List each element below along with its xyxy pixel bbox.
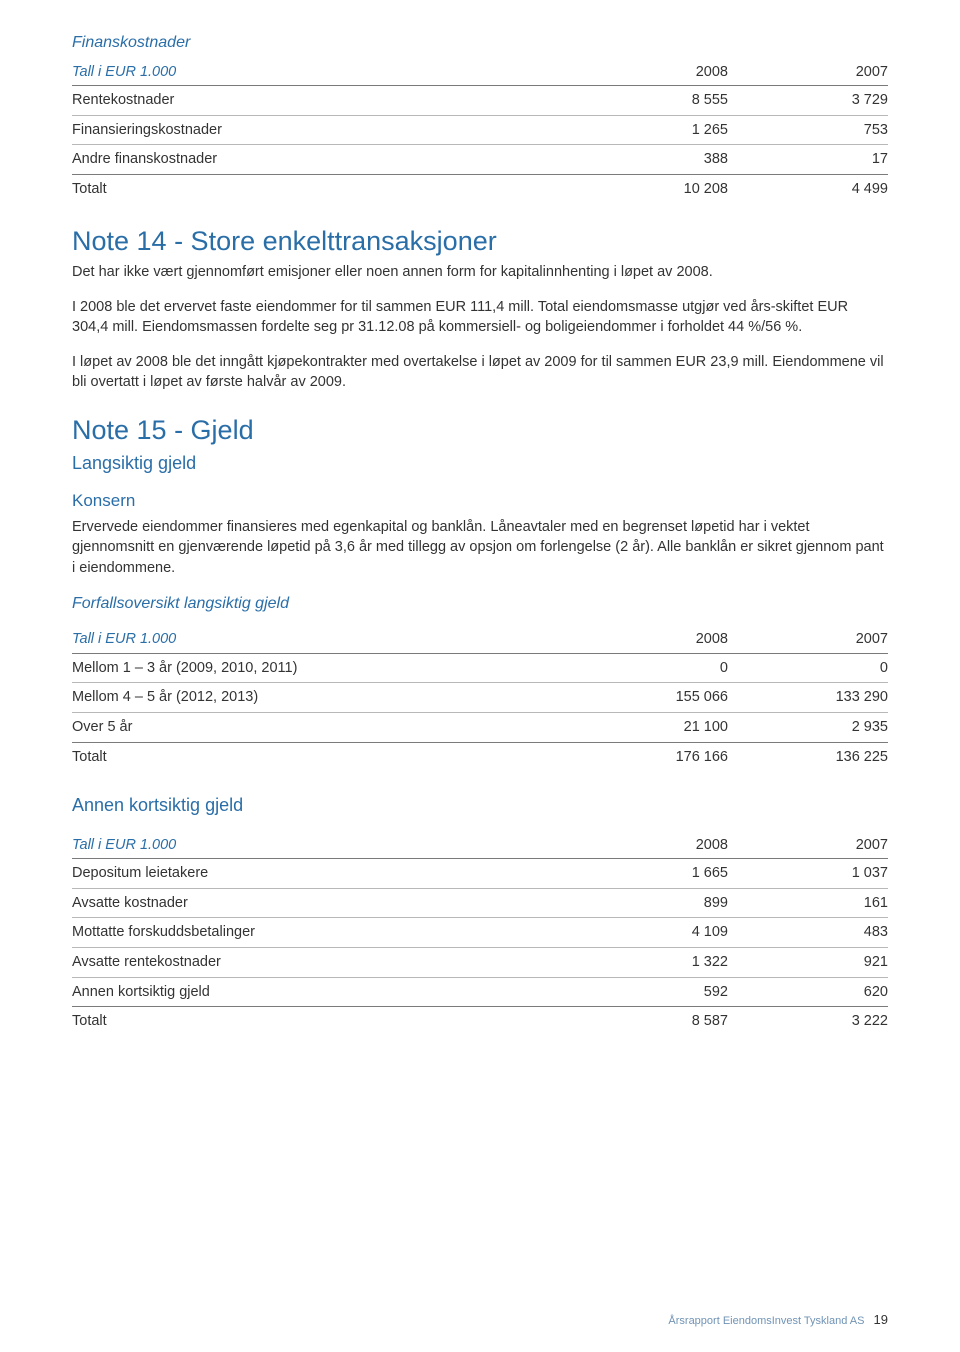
header-year2: 2007 <box>728 831 888 859</box>
table-total: Totalt 10 208 4 499 <box>72 175 888 204</box>
header-label: Tall i EUR 1.000 <box>72 625 568 653</box>
note14-para1: Det har ikke vært gjennomført emisjoner … <box>72 262 888 283</box>
row-v2: 753 <box>728 115 888 145</box>
table-row: Avsatte rentekostnader 1 322 921 <box>72 948 888 978</box>
row-label: Depositum leietakere <box>72 859 568 889</box>
total-v2: 3 222 <box>728 1007 888 1036</box>
table-row: Andre finanskostnader 388 17 <box>72 145 888 175</box>
row-v1: 592 <box>568 977 728 1007</box>
row-v1: 4 109 <box>568 918 728 948</box>
table-row: Annen kortsiktig gjeld 592 620 <box>72 977 888 1007</box>
row-label: Over 5 år <box>72 713 568 743</box>
row-v2: 0 <box>728 653 888 683</box>
table-row: Avsatte kostnader 899 161 <box>72 888 888 918</box>
row-v1: 388 <box>568 145 728 175</box>
forfall-title: Forfallsoversikt langsiktig gjeld <box>72 593 888 616</box>
note14-para3: I løpet av 2008 ble det inngått kjøpekon… <box>72 352 888 393</box>
header-year1: 2008 <box>568 58 728 86</box>
table-total: Totalt 8 587 3 222 <box>72 1007 888 1036</box>
row-label: Avsatte kostnader <box>72 888 568 918</box>
header-year1: 2008 <box>568 625 728 653</box>
table-row: Depositum leietakere 1 665 1 037 <box>72 859 888 889</box>
table-row: Over 5 år 21 100 2 935 <box>72 713 888 743</box>
total-label: Totalt <box>72 175 568 204</box>
total-v1: 176 166 <box>568 742 728 771</box>
row-v1: 899 <box>568 888 728 918</box>
note15-subtitle: Langsiktig gjeld <box>72 451 888 477</box>
footer-text: Årsrapport EiendomsInvest Tyskland AS <box>668 1315 864 1327</box>
total-label: Totalt <box>72 742 568 771</box>
total-v2: 136 225 <box>728 742 888 771</box>
total-v1: 8 587 <box>568 1007 728 1036</box>
header-label: Tall i EUR 1.000 <box>72 831 568 859</box>
row-label: Rentekostnader <box>72 86 568 116</box>
row-v1: 1 322 <box>568 948 728 978</box>
row-label: Mellom 4 – 5 år (2012, 2013) <box>72 683 568 713</box>
table-row: Mottatte forskuddsbetalinger 4 109 483 <box>72 918 888 948</box>
note15-title: Note 15 - Gjeld <box>72 411 888 449</box>
row-v2: 620 <box>728 977 888 1007</box>
finanskostnader-table: Tall i EUR 1.000 2008 2007 Rentekostnade… <box>72 58 888 204</box>
row-v1: 8 555 <box>568 86 728 116</box>
row-label: Mottatte forskuddsbetalinger <box>72 918 568 948</box>
row-v2: 17 <box>728 145 888 175</box>
row-v2: 161 <box>728 888 888 918</box>
row-v2: 483 <box>728 918 888 948</box>
row-v2: 921 <box>728 948 888 978</box>
row-v1: 155 066 <box>568 683 728 713</box>
row-label: Annen kortsiktig gjeld <box>72 977 568 1007</box>
table-header: Tall i EUR 1.000 2008 2007 <box>72 625 888 653</box>
row-v1: 1 265 <box>568 115 728 145</box>
row-v2: 3 729 <box>728 86 888 116</box>
header-year1: 2008 <box>568 831 728 859</box>
finanskostnader-title: Finanskostnader <box>72 32 888 55</box>
note15-para: Ervervede eiendommer finansieres med ege… <box>72 517 888 579</box>
row-label: Finansieringskostnader <box>72 115 568 145</box>
row-label: Avsatte rentekostnader <box>72 948 568 978</box>
header-year2: 2007 <box>728 625 888 653</box>
konsern-label: Konsern <box>72 489 888 513</box>
table-row: Finansieringskostnader 1 265 753 <box>72 115 888 145</box>
row-v1: 0 <box>568 653 728 683</box>
kortsiktig-table: Tall i EUR 1.000 2008 2007 Depositum lei… <box>72 831 888 1036</box>
table-total: Totalt 176 166 136 225 <box>72 742 888 771</box>
header-label: Tall i EUR 1.000 <box>72 58 568 86</box>
total-v1: 10 208 <box>568 175 728 204</box>
total-label: Totalt <box>72 1007 568 1036</box>
table-header: Tall i EUR 1.000 2008 2007 <box>72 58 888 86</box>
row-label: Andre finanskostnader <box>72 145 568 175</box>
row-v2: 2 935 <box>728 713 888 743</box>
kortsiktig-title: Annen kortsiktig gjeld <box>72 793 888 819</box>
header-year2: 2007 <box>728 58 888 86</box>
forfall-table: Tall i EUR 1.000 2008 2007 Mellom 1 – 3 … <box>72 625 888 771</box>
table-row: Mellom 4 – 5 år (2012, 2013) 155 066 133… <box>72 683 888 713</box>
page-footer: Årsrapport EiendomsInvest Tyskland AS 19 <box>668 1311 888 1330</box>
row-v1: 21 100 <box>568 713 728 743</box>
row-v2: 133 290 <box>728 683 888 713</box>
footer-page: 19 <box>874 1312 888 1327</box>
table-row: Rentekostnader 8 555 3 729 <box>72 86 888 116</box>
table-header: Tall i EUR 1.000 2008 2007 <box>72 831 888 859</box>
row-label: Mellom 1 – 3 år (2009, 2010, 2011) <box>72 653 568 683</box>
total-v2: 4 499 <box>728 175 888 204</box>
row-v1: 1 665 <box>568 859 728 889</box>
table-row: Mellom 1 – 3 år (2009, 2010, 2011) 0 0 <box>72 653 888 683</box>
note14-title: Note 14 - Store enkelttransaksjoner <box>72 222 888 260</box>
row-v2: 1 037 <box>728 859 888 889</box>
note14-para2: I 2008 ble det ervervet faste eiendommer… <box>72 297 888 338</box>
